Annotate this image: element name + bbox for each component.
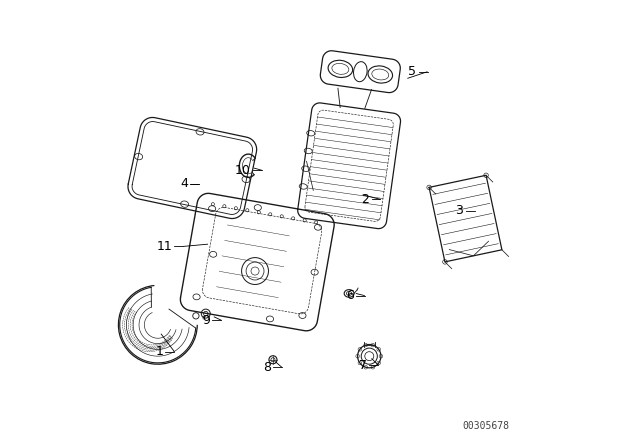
Text: 10: 10 bbox=[235, 164, 251, 177]
Text: 7: 7 bbox=[359, 358, 367, 372]
Text: 5: 5 bbox=[408, 65, 417, 78]
Text: 3: 3 bbox=[456, 204, 463, 217]
Text: 11: 11 bbox=[156, 240, 172, 253]
Text: 2: 2 bbox=[362, 193, 369, 206]
Text: 6: 6 bbox=[346, 289, 353, 302]
Text: 1: 1 bbox=[156, 345, 163, 358]
Text: 4: 4 bbox=[180, 177, 188, 190]
Text: 8: 8 bbox=[262, 361, 271, 374]
Text: 9: 9 bbox=[202, 314, 210, 327]
Text: 00305678: 00305678 bbox=[462, 421, 509, 431]
